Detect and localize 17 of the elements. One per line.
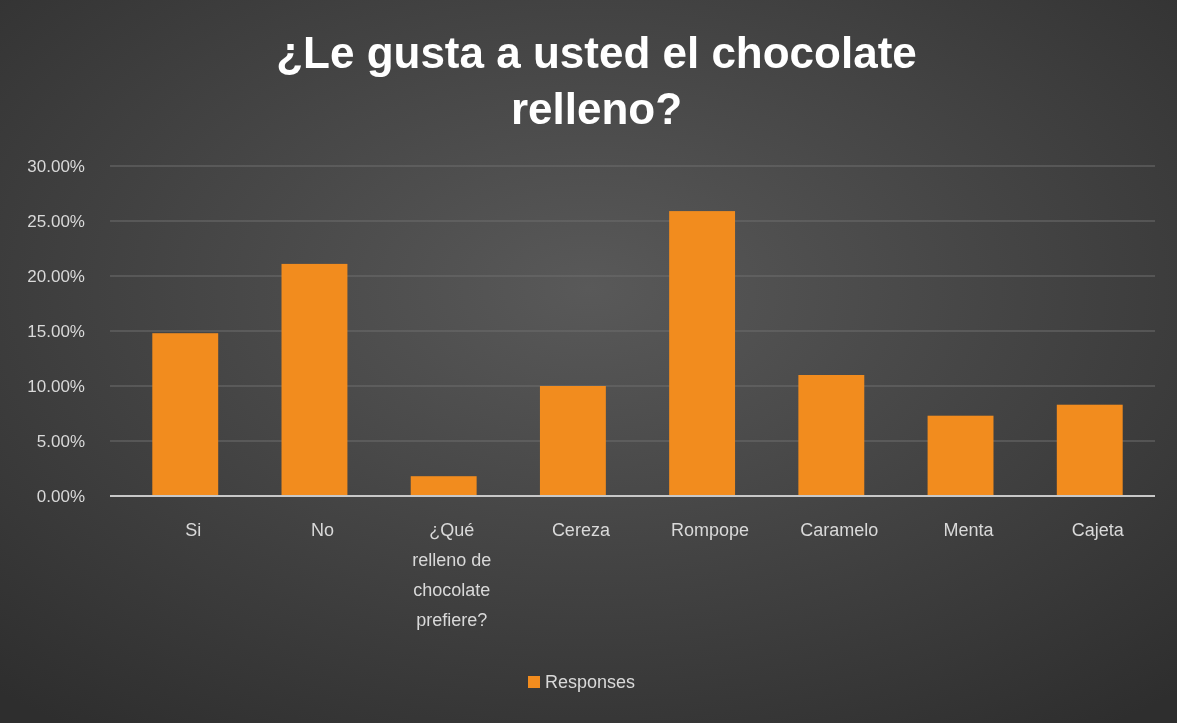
y-tick-label: 30.00% [27, 156, 85, 176]
x-tick-label: Rompope [671, 520, 750, 540]
chart-title: ¿Le gusta a usted el chocolate relleno? [276, 28, 917, 133]
y-tick-label: 5.00% [36, 431, 85, 451]
x-tick-label: Cajeta [1071, 520, 1125, 540]
x-tick-label: Menta [943, 520, 995, 540]
y-tick-label: 0.00% [36, 486, 85, 506]
y-tick-label: 20.00% [27, 266, 85, 286]
x-tick-label: No [310, 520, 334, 540]
x-tick-label: Caramelo [800, 520, 879, 540]
y-tick-label: 15.00% [27, 321, 85, 341]
y-tick-label: 10.00% [27, 376, 85, 396]
x-tick-label: Cereza [551, 520, 611, 540]
x-tick-label: ¿Qué relleno de chocolate prefiere? [412, 520, 492, 630]
legend-label: Responses [545, 672, 636, 693]
y-tick-label: 25.00% [27, 211, 85, 231]
x-tick-label: Si [185, 520, 202, 540]
